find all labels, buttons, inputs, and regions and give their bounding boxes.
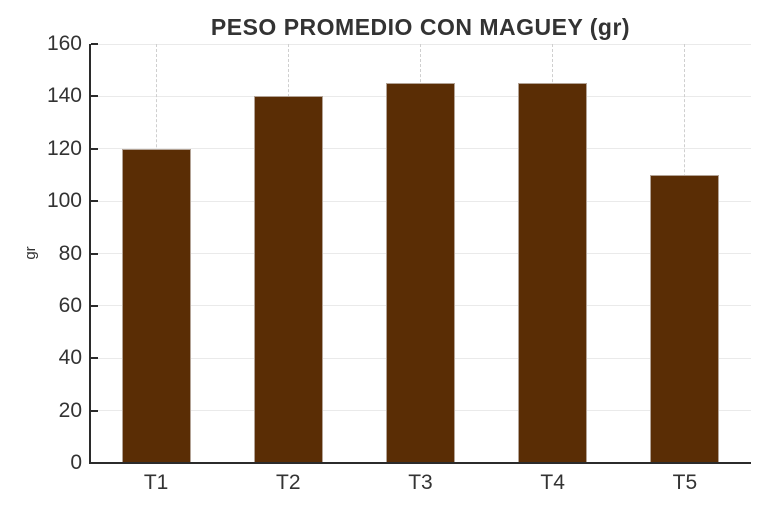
bar-T4 [518,83,588,463]
bar-T1 [121,148,191,463]
y-tick-label-40: 40 [58,346,82,370]
y-tick-label-140: 140 [46,84,82,108]
x-axis-spine [89,462,751,464]
chart-title: PESO PROMEDIO CON MAGUEY (gr) [210,14,631,40]
y-tick-label-20: 20 [58,398,82,422]
y-tick-40 [91,357,98,360]
y-tick-160 [91,43,98,45]
y-tick-label-160: 160 [46,32,82,55]
y-tick-20 [91,409,98,412]
x-tick-label-T5: T5 [672,471,698,494]
bar-T5 [650,174,720,463]
x-tick-label-T1: T1 [143,471,169,494]
y-tick-0 [91,462,98,464]
y-tick-label-80: 80 [58,241,82,265]
y-tick-120 [91,147,98,150]
x-tick-label-T2: T2 [276,471,301,494]
x-tick-label-T3: T3 [408,471,433,494]
y-tick-label-120: 120 [46,136,82,160]
y-axis-spine [89,44,91,463]
y-tick-140 [91,95,98,98]
y-tick-label-60: 60 [58,293,82,317]
y-tick-label-100: 100 [46,189,82,213]
plot-area [89,43,751,464]
x-tick-label-T4: T4 [540,471,565,494]
y-tick-60 [91,304,98,307]
y-tick-80 [91,252,98,255]
y-tick-label-0: 0 [70,451,82,474]
bar-T3 [386,83,455,463]
y-tick-100 [91,200,98,203]
bar-T2 [253,96,323,463]
